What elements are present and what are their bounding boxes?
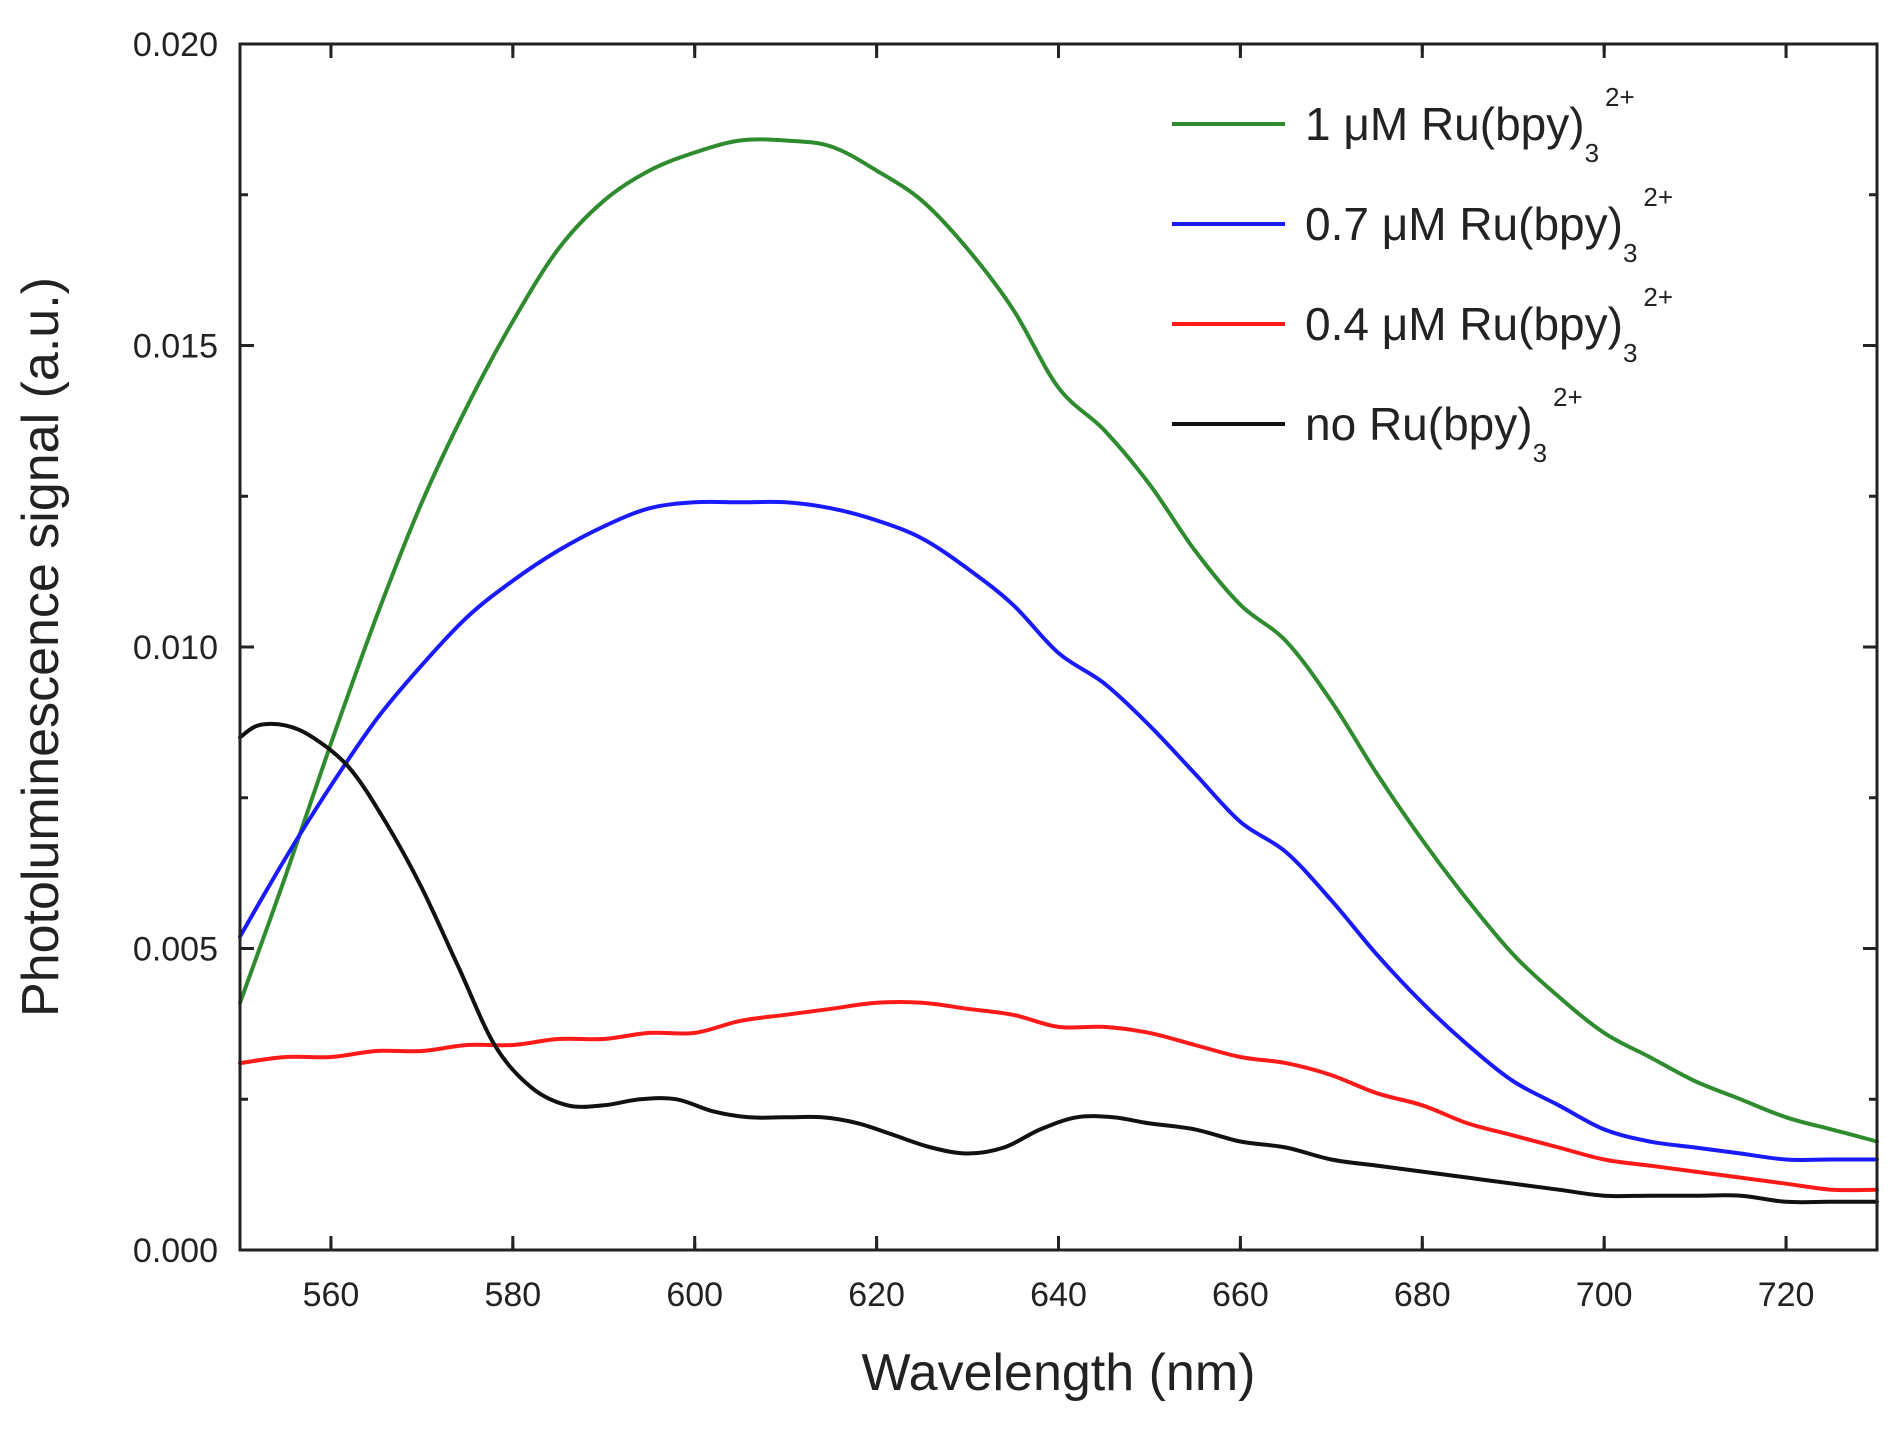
legend-item: no Ru(bpy)32+ xyxy=(1172,382,1583,468)
series-line-1 xyxy=(238,137,1879,1144)
legend-label-superscript: 2+ xyxy=(1643,182,1673,212)
legend-label-main: 1 μM Ru(bpy) xyxy=(1305,98,1585,150)
plot-frame xyxy=(238,42,1879,1252)
legend-label-subscript: 3 xyxy=(1585,138,1599,168)
x-tick-label: 700 xyxy=(1576,1276,1633,1314)
y-axis-title: Photoluminescence signal (a.u.) xyxy=(12,277,70,1017)
legend-label-superscript: 2+ xyxy=(1643,282,1673,312)
legend-label-subscript: 3 xyxy=(1533,438,1547,468)
tick-label-layer: 560 580 600 620 640 660 680 700 720 0.000 0.005 0.0… xyxy=(133,26,1815,1314)
y-tick-label: 0.015 xyxy=(133,328,218,366)
x-tick-label: 660 xyxy=(1212,1276,1269,1314)
series-line-2 xyxy=(238,499,1879,1162)
tick-layer xyxy=(240,42,1877,1252)
legend-label: 1 μM Ru(bpy)32+ xyxy=(1305,82,1635,168)
series-layer xyxy=(238,137,1879,1205)
x-tick-label: 680 xyxy=(1394,1276,1451,1314)
legend-item: 1 μM Ru(bpy)32+ xyxy=(1172,82,1635,168)
legend-label: no Ru(bpy)32+ xyxy=(1305,382,1583,468)
y-tick-label: 0.020 xyxy=(133,26,218,64)
legend-item: 0.7 μM Ru(bpy)32+ xyxy=(1172,182,1673,268)
legend-label-superscript: 2+ xyxy=(1553,382,1583,412)
y-tick-label: 0.000 xyxy=(133,1232,218,1270)
legend-label: 0.4 μM Ru(bpy)32+ xyxy=(1305,282,1673,368)
legend-item: 0.4 μM Ru(bpy)32+ xyxy=(1172,282,1673,368)
legend: 1 μM Ru(bpy)32+0.7 μM Ru(bpy)32+0.4 μM R… xyxy=(1172,82,1673,468)
legend-label-superscript: 2+ xyxy=(1605,82,1635,112)
x-tick-label: 620 xyxy=(848,1276,905,1314)
x-tick-label: 720 xyxy=(1758,1276,1815,1314)
y-tick-label: 0.010 xyxy=(133,629,218,667)
legend-label-main: 0.7 μM Ru(bpy) xyxy=(1305,198,1623,250)
x-tick-label: 580 xyxy=(484,1276,541,1314)
series-line-4 xyxy=(238,721,1879,1205)
series-line-3 xyxy=(238,1000,1879,1193)
legend-label-subscript: 3 xyxy=(1623,338,1637,368)
x-tick-label: 600 xyxy=(666,1276,723,1314)
x-axis-title: Wavelength (nm) xyxy=(862,1344,1256,1402)
x-tick-label: 560 xyxy=(303,1276,360,1314)
legend-label-subscript: 3 xyxy=(1623,238,1637,268)
x-tick-label: 640 xyxy=(1030,1276,1087,1314)
legend-label-main: no Ru(bpy) xyxy=(1305,398,1533,450)
legend-label: 0.7 μM Ru(bpy)32+ xyxy=(1305,182,1673,268)
legend-label-main: 0.4 μM Ru(bpy) xyxy=(1305,298,1623,350)
y-tick-label: 0.005 xyxy=(133,931,218,969)
